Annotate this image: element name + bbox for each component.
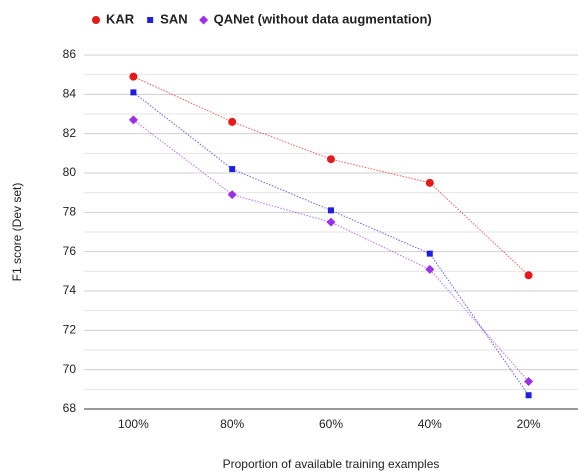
y-tick-label: 74: [63, 283, 77, 297]
legend-marker: [92, 16, 100, 24]
y-tick-label: 80: [63, 165, 77, 179]
x-tick-label: 60%: [319, 417, 343, 431]
point: [426, 250, 433, 257]
x-tick-label: 20%: [517, 417, 541, 431]
point: [229, 166, 236, 173]
y-tick-label: 70: [63, 362, 77, 376]
point: [327, 155, 335, 164]
point: [425, 178, 434, 187]
y-tick-label: 82: [63, 126, 77, 140]
series-line: [133, 76, 529, 276]
point: [130, 89, 137, 96]
point: [228, 117, 237, 126]
y-tick-label: 84: [63, 87, 77, 101]
point: [326, 217, 336, 227]
y-tick-label: 76: [63, 244, 77, 258]
point: [328, 207, 334, 214]
x-tick-label: 40%: [418, 417, 442, 431]
x-axis-label: Proportion of available training example…: [223, 457, 440, 471]
legend-marker: [199, 15, 209, 25]
legend-marker: [147, 17, 154, 23]
point: [524, 271, 533, 280]
y-tick-label: 78: [63, 205, 77, 219]
y-tick-label: 68: [63, 401, 77, 415]
legend-label: SAN: [160, 11, 187, 26]
point: [524, 376, 534, 386]
y-tick-label: 72: [63, 323, 77, 337]
point: [129, 72, 138, 81]
point: [425, 264, 435, 274]
y-tick-label: 86: [63, 47, 77, 61]
x-tick-label: 100%: [118, 417, 149, 431]
point: [525, 392, 532, 399]
point: [227, 190, 237, 200]
y-axis-label: F1 score (Dev set): [10, 183, 24, 282]
legend-label: KAR: [106, 11, 135, 26]
point: [128, 115, 138, 125]
legend-label: QANet (without data augmentation): [214, 11, 432, 26]
x-tick-label: 80%: [220, 417, 244, 431]
